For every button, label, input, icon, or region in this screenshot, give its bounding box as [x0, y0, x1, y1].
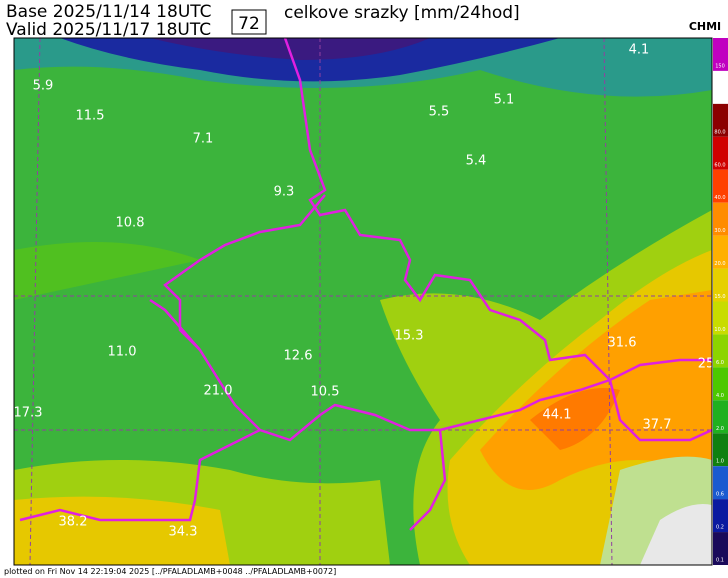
colorbar-swatch	[713, 433, 728, 467]
colorbar-swatch	[713, 169, 728, 203]
colorbar-label: 0.1	[716, 558, 724, 564]
map: 5.9 11.5 7.1 9.3 5.5 5.1 5.4 4.1 10.8 11…	[13, 37, 715, 566]
lead-box	[231, 9, 267, 35]
value-label: 11.0	[108, 345, 137, 360]
colorbar-swatch	[713, 301, 728, 335]
colorbar-swatch	[713, 70, 728, 104]
precip-area	[640, 504, 712, 565]
precip-area	[530, 388, 620, 450]
value-label: 17.3	[14, 406, 43, 421]
colorbar-label: 10.0	[714, 327, 725, 333]
colorbar-label: 20.0	[714, 261, 725, 267]
value-label: 21.0	[204, 384, 233, 399]
value-label: 5.1	[494, 93, 515, 108]
colorbar-swatch	[713, 499, 728, 533]
colorbar-label: 0.6	[716, 492, 724, 498]
colorbar-label: 15.0	[714, 294, 725, 300]
value-label: 7.1	[193, 132, 214, 147]
colorbar-label: 0.2	[716, 525, 724, 531]
value-label: 37.7	[643, 418, 672, 433]
colorbar-swatch	[713, 268, 728, 302]
valid-time: Valid 2025/11/17 18UTC	[6, 20, 211, 40]
value-label: 4.1	[629, 43, 650, 58]
value-label: 5.5	[429, 105, 450, 120]
colorbar-label: 1.0	[716, 459, 724, 465]
value-labels: 5.9 11.5 7.1 9.3 5.5 5.1 5.4 4.1 10.8 11…	[14, 43, 715, 540]
colorbar-swatch	[713, 202, 728, 236]
colorbar-swatch	[713, 367, 728, 401]
map-frame	[13, 37, 713, 566]
value-label: 38.2	[59, 515, 88, 530]
colorbar-label: 30.0	[714, 228, 725, 234]
colorbar-label: 2.0	[716, 426, 724, 432]
value-label: 15.3	[395, 329, 424, 344]
footer: plotted on Fri Nov 14 22:19:04 2025 [../…	[4, 567, 336, 576]
colorbar-swatch	[713, 334, 728, 368]
value-label: 11.5	[76, 109, 105, 124]
precip-area	[14, 242, 200, 300]
value-label: 5.9	[33, 79, 54, 94]
colorbar-swatch	[713, 466, 728, 500]
value-label: 44.1	[543, 408, 572, 423]
colorbar-label: 60.0	[714, 162, 725, 168]
base-time: Base 2025/11/14 18UTC	[6, 2, 212, 22]
value-label: 25	[698, 357, 715, 372]
colorbar-label: 40.0	[714, 195, 725, 201]
colorbar: 150 100.0 80.0 60.0 40.0 30.0 20.0 15.0 10.0 6.0 4…	[713, 38, 728, 565]
borders	[19, 37, 713, 531]
value-label: 12.6	[284, 349, 313, 364]
value-label: 31.6	[608, 336, 637, 351]
colorbar-swatch	[713, 38, 728, 71]
value-label: 10.5	[311, 385, 340, 400]
logo: CHMI	[689, 20, 721, 33]
precip-area	[14, 496, 230, 565]
colorbar-swatch	[713, 136, 728, 170]
colorbar-label: 150	[715, 63, 725, 69]
value-label: 34.3	[169, 525, 198, 540]
colorbar-swatch	[713, 532, 728, 565]
colorbar-swatch	[713, 235, 728, 269]
value-label: 5.4	[466, 154, 487, 169]
colorbar-label: 6.0	[716, 360, 724, 366]
value-label: 10.8	[116, 216, 145, 231]
colorbar-swatch	[713, 103, 728, 137]
colorbar-label: 100.0	[713, 96, 727, 102]
lead-hours: 72	[238, 14, 260, 34]
colorbar-label: 80.0	[714, 129, 725, 135]
title: celkove srazky [mm/24hod]	[284, 3, 520, 23]
colorbar-swatch	[713, 400, 728, 434]
colorbar-label: 4.0	[716, 393, 724, 399]
value-label: 9.3	[274, 185, 295, 200]
